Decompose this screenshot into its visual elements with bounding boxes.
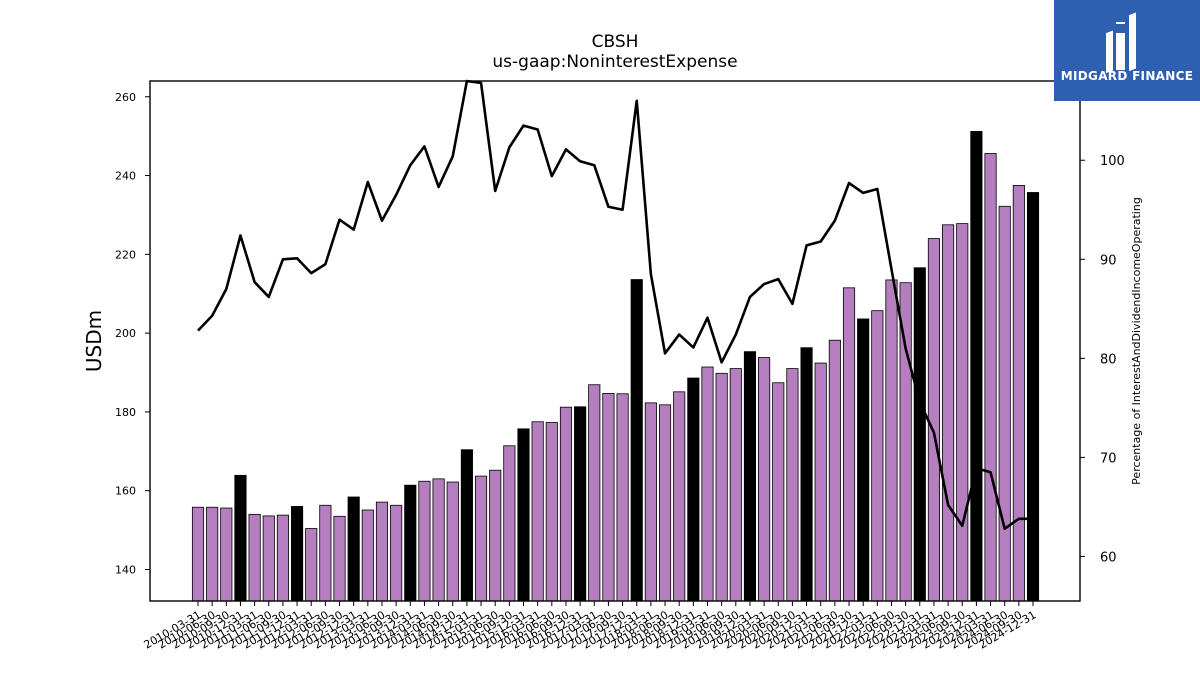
bar-2014-03-31 bbox=[418, 480, 431, 602]
bar-2010-12-31 bbox=[234, 474, 247, 602]
bar-2020-09-30 bbox=[786, 368, 799, 602]
y2-tick-label: 70 bbox=[1100, 451, 1117, 466]
bar-2017-09-30 bbox=[616, 393, 629, 602]
bar-2023-06-30 bbox=[942, 224, 955, 602]
bar-2011-09-30 bbox=[276, 514, 289, 602]
y-axis-label: USDm bbox=[82, 310, 106, 372]
y-tick-label: 200 bbox=[115, 327, 136, 340]
bar-2021-06-30 bbox=[828, 339, 841, 602]
bar-2014-12-31 bbox=[460, 449, 473, 602]
bar-2023-03-31 bbox=[927, 238, 940, 602]
bar-2020-12-31 bbox=[800, 347, 813, 602]
bar-2011-06-30 bbox=[262, 515, 275, 602]
bar-2024-09-30 bbox=[1012, 184, 1025, 602]
bar-2022-03-31 bbox=[871, 310, 884, 602]
logo-text: MIDGARD FINANCE bbox=[1060, 69, 1194, 83]
bar-2012-06-30 bbox=[319, 504, 332, 602]
y-tick-label: 220 bbox=[115, 248, 136, 261]
bar-2013-09-30 bbox=[390, 504, 403, 602]
bar-2016-12-31 bbox=[574, 406, 587, 602]
bar-2012-12-31 bbox=[347, 496, 360, 602]
bar-2022-12-31 bbox=[913, 267, 926, 602]
bar-2019-03-31 bbox=[701, 366, 714, 602]
y-tick-label: 180 bbox=[115, 406, 136, 419]
y2-tick-label: 80 bbox=[1100, 352, 1117, 367]
bar-2013-03-31 bbox=[361, 509, 374, 602]
bar-2024-06-30 bbox=[998, 205, 1011, 602]
bar-2021-03-31 bbox=[814, 362, 827, 602]
bar-2019-12-31 bbox=[743, 351, 757, 602]
bar-2013-12-31 bbox=[404, 484, 417, 602]
bar-2020-03-31 bbox=[758, 357, 771, 602]
chart-title: CBSH bbox=[591, 32, 639, 52]
bar-2016-06-30 bbox=[545, 422, 558, 602]
bar-2019-06-30 bbox=[715, 372, 728, 602]
bar-2018-03-31 bbox=[644, 402, 657, 602]
bar-2015-12-31 bbox=[517, 428, 530, 602]
bar-2015-03-31 bbox=[474, 475, 488, 602]
y-tick-label: 160 bbox=[115, 485, 136, 498]
y2-tick-label: 90 bbox=[1100, 253, 1117, 268]
plot-frame bbox=[149, 80, 1081, 602]
bar-2015-06-30 bbox=[489, 469, 502, 602]
bar-2024-03-31 bbox=[984, 153, 997, 602]
bar-2014-06-30 bbox=[432, 478, 445, 602]
chart-subtitle: us-gaap:NoninterestExpense bbox=[492, 52, 738, 72]
bar-2022-06-30 bbox=[885, 279, 898, 602]
bar-2018-12-31 bbox=[687, 377, 700, 602]
logo-mark-icon bbox=[1106, 12, 1136, 74]
bar-2010-06-30 bbox=[206, 506, 219, 602]
y2-tick-label: 100 bbox=[1100, 154, 1125, 169]
y2-axis-label: Percentage of InterestAndDividendIncomeO… bbox=[1130, 197, 1143, 485]
bar-2012-03-31 bbox=[305, 528, 318, 602]
bar-2011-03-31 bbox=[248, 513, 261, 602]
bar-2023-12-31 bbox=[970, 131, 983, 602]
bar-2013-06-30 bbox=[375, 501, 389, 602]
bar-2015-09-30 bbox=[503, 445, 516, 602]
y-tick-label: 140 bbox=[115, 563, 136, 576]
bar-2016-03-31 bbox=[531, 421, 544, 602]
bar-2010-03-31 bbox=[191, 506, 205, 602]
bar-2018-09-30 bbox=[673, 391, 686, 602]
bar-2016-09-30 bbox=[559, 406, 573, 602]
bar-2017-06-30 bbox=[602, 392, 615, 602]
y2-tick-label: 60 bbox=[1100, 550, 1117, 565]
bar-2020-06-30 bbox=[772, 382, 785, 602]
brand-logo: MIDGARD FINANCE bbox=[1054, 0, 1200, 101]
bar-2018-06-30 bbox=[658, 404, 672, 602]
ratio-line bbox=[197, 79, 1033, 531]
bar-2017-03-31 bbox=[588, 384, 601, 602]
bar-2012-09-30 bbox=[333, 515, 346, 602]
bar-2024-12-31 bbox=[1026, 192, 1040, 602]
bar-2014-09-30 bbox=[446, 481, 459, 602]
bar-2017-12-31 bbox=[630, 279, 643, 602]
y-tick-label: 240 bbox=[115, 170, 136, 183]
bar-2011-12-31 bbox=[291, 506, 304, 602]
bar-2023-09-30 bbox=[956, 223, 969, 602]
y-tick-label: 260 bbox=[115, 91, 136, 104]
bar-2021-12-31 bbox=[857, 318, 870, 602]
bar-2019-09-30 bbox=[729, 368, 742, 602]
bar-2021-09-30 bbox=[842, 287, 856, 602]
bar-2010-09-30 bbox=[220, 507, 233, 602]
